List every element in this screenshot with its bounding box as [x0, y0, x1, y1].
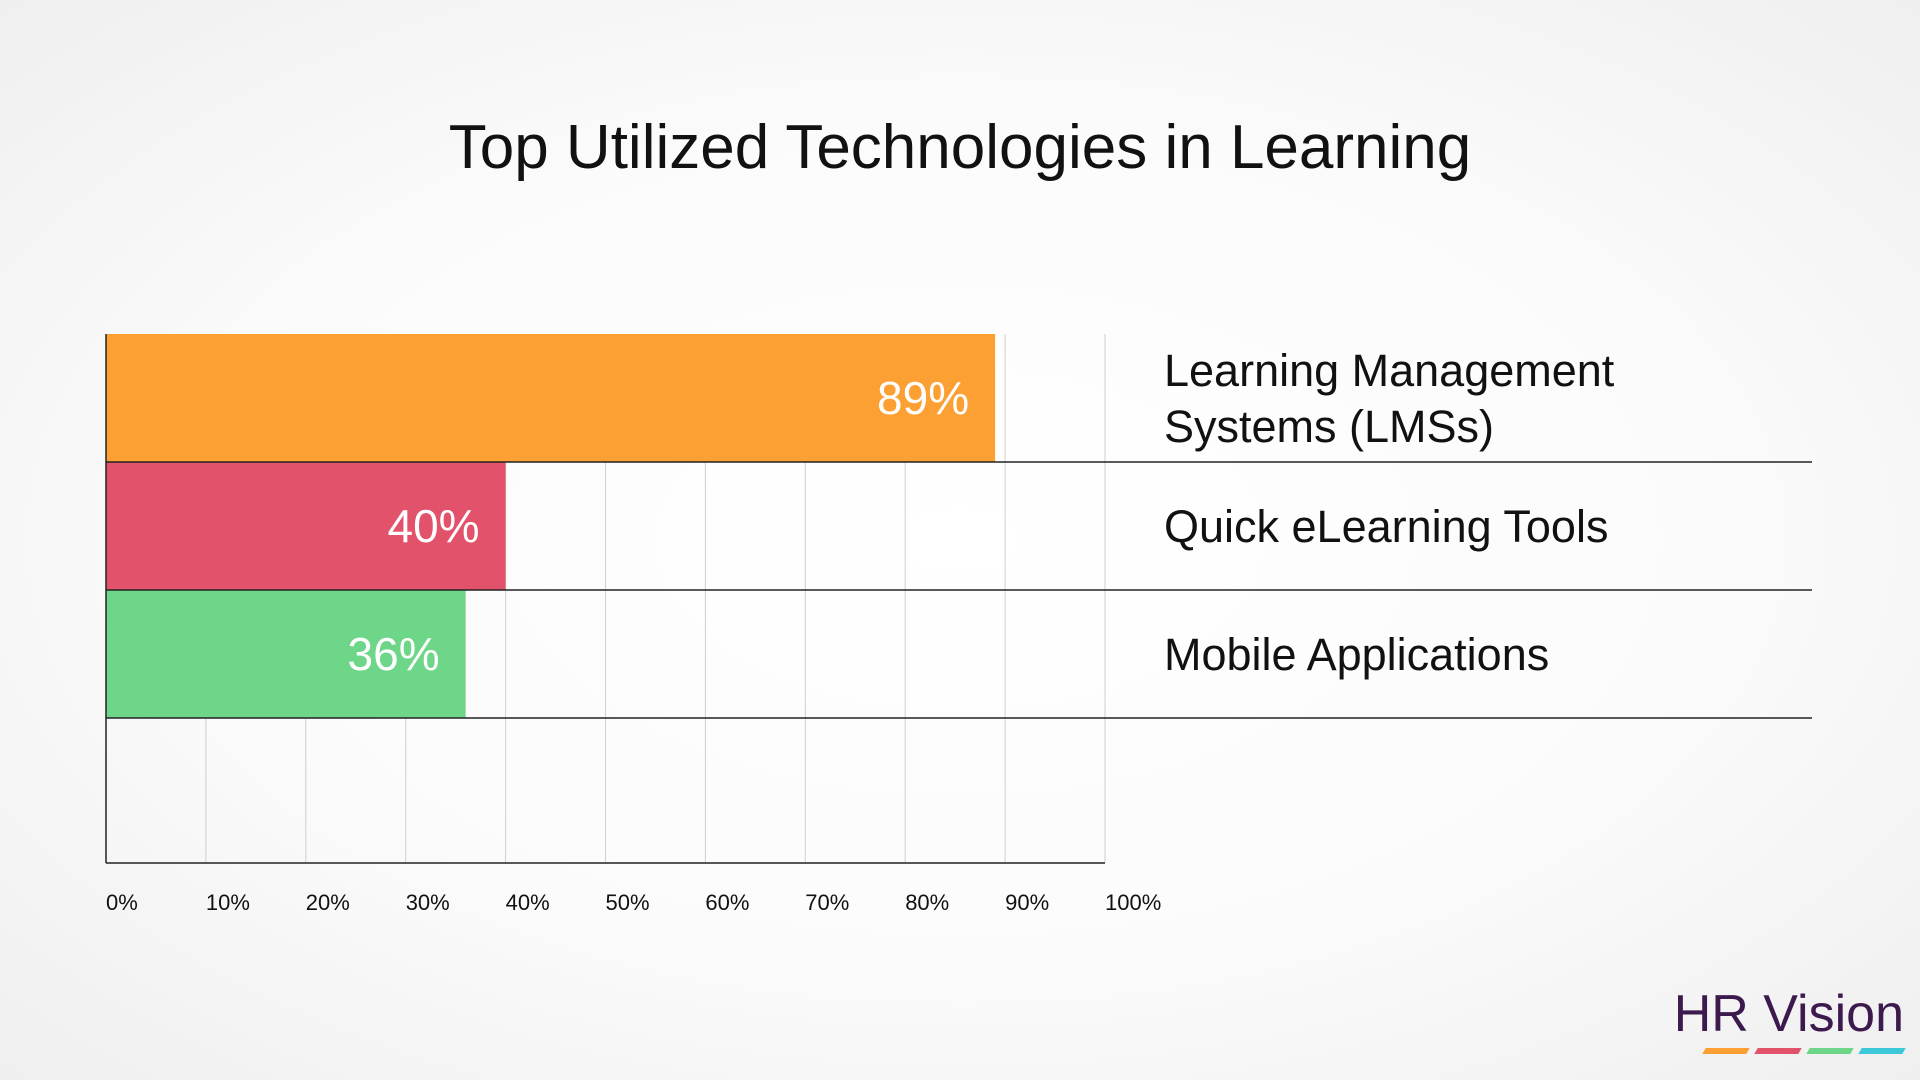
bar	[106, 462, 506, 590]
brand-stripe	[1702, 1048, 1750, 1054]
brand-name: HR Vision	[1673, 985, 1904, 1043]
brand-logo: HR Vision	[1673, 985, 1906, 1054]
x-tick-label: 20%	[306, 890, 350, 915]
brand-stripe	[1858, 1048, 1906, 1054]
x-tick-label: 100%	[1105, 890, 1161, 915]
x-tick-label: 30%	[406, 890, 450, 915]
x-tick-label: 90%	[1005, 890, 1049, 915]
x-tick-label: 40%	[506, 890, 550, 915]
x-tick-label: 10%	[206, 890, 250, 915]
category-label: Learning Management	[1164, 345, 1615, 396]
brand-stripes	[1674, 1048, 1906, 1054]
bar-value-label: 36%	[348, 628, 440, 680]
x-tick-label: 60%	[705, 890, 749, 915]
category-label: Quick eLearning Tools	[1164, 501, 1608, 552]
x-tick-label: 50%	[606, 890, 650, 915]
brand-stripe	[1754, 1048, 1802, 1054]
category-label: Mobile Applications	[1164, 629, 1549, 680]
x-tick-label: 70%	[805, 890, 849, 915]
x-tick-label: 80%	[905, 890, 949, 915]
bar-value-label: 89%	[877, 372, 969, 424]
x-tick-label: 0%	[106, 890, 138, 915]
brand-stripe	[1806, 1048, 1854, 1054]
category-label: Systems (LMSs)	[1164, 401, 1494, 452]
bar	[106, 334, 996, 462]
chart-title: Top Utilized Technologies in Learning	[448, 113, 1472, 182]
bar-value-label: 40%	[388, 500, 480, 552]
bar	[106, 590, 466, 718]
